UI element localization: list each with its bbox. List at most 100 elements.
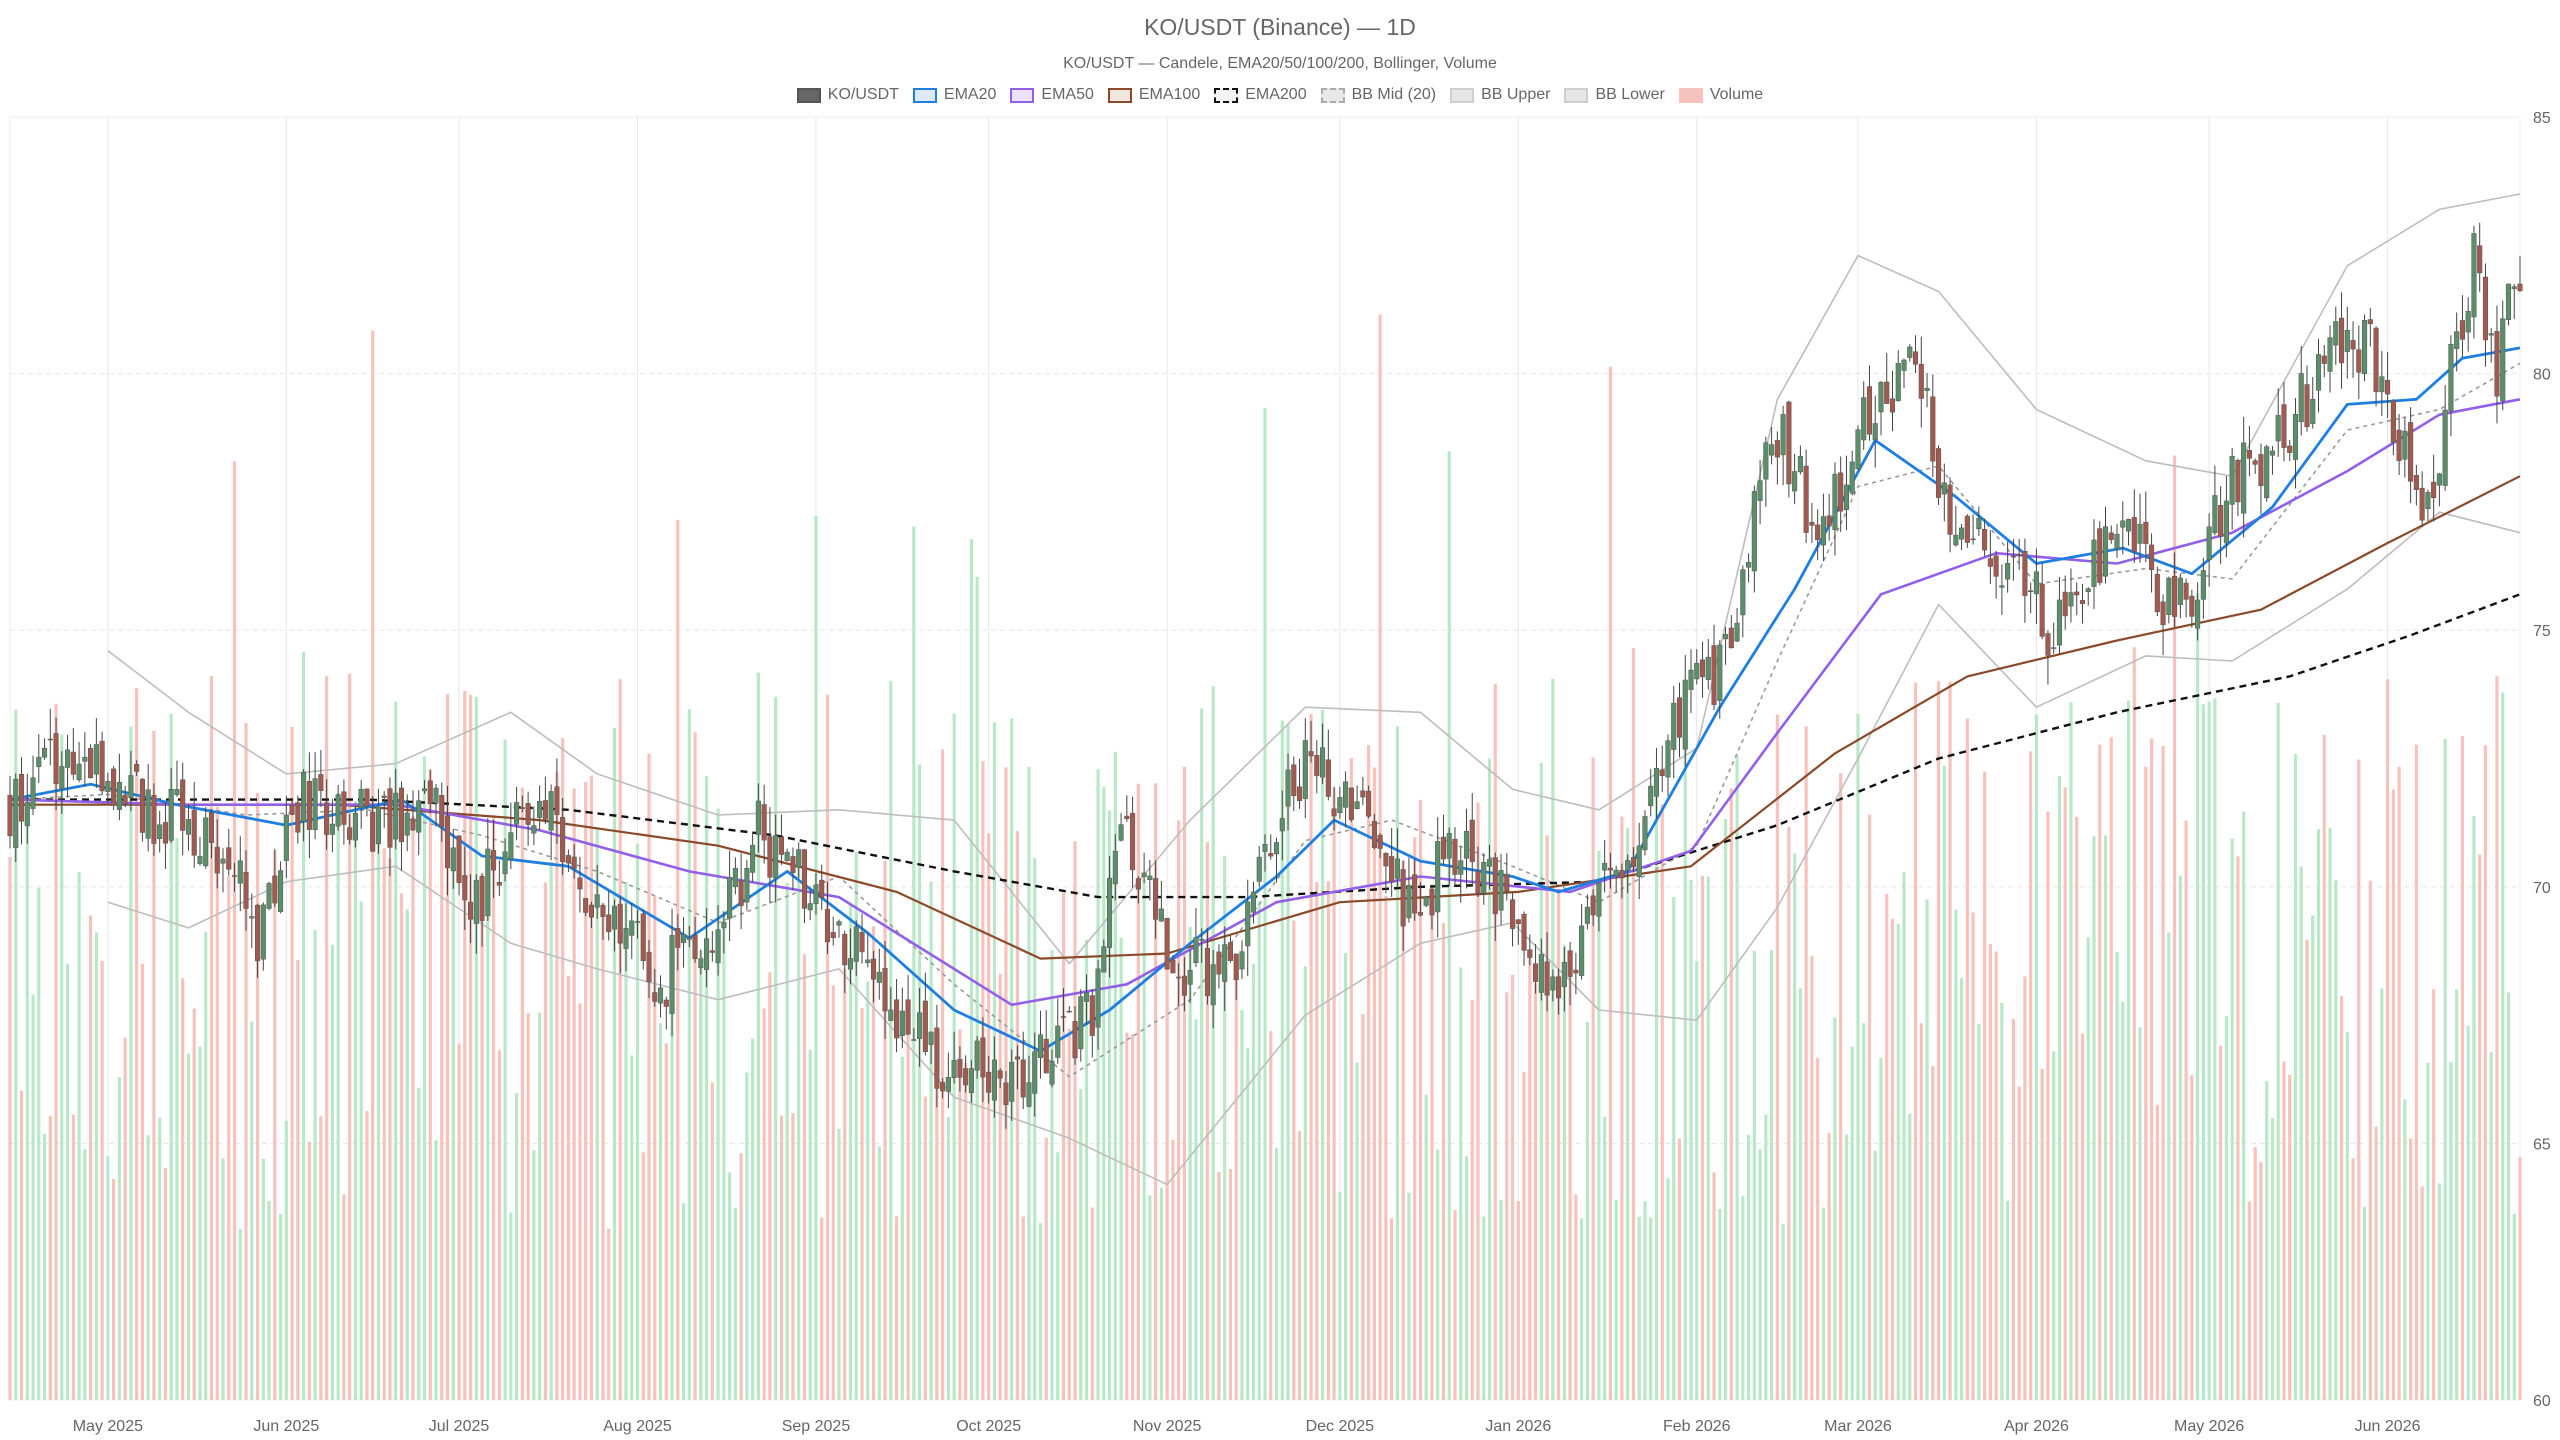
candle[interactable] — [1440, 814, 1447, 866]
candle[interactable] — [2402, 417, 2408, 478]
candle[interactable] — [1130, 796, 1136, 888]
candle[interactable] — [1953, 505, 1959, 547]
candle[interactable] — [1492, 852, 1498, 941]
candle[interactable] — [329, 798, 335, 853]
candle[interactable] — [1435, 817, 1441, 938]
candle[interactable] — [623, 903, 629, 972]
candle[interactable] — [105, 772, 111, 804]
candle[interactable] — [894, 979, 900, 1053]
candle[interactable] — [47, 708, 53, 766]
candle[interactable] — [2085, 587, 2091, 606]
candle[interactable] — [1838, 456, 1844, 532]
candle[interactable] — [1337, 786, 1343, 819]
candle[interactable] — [738, 853, 744, 930]
candle[interactable] — [2494, 305, 2500, 424]
candle[interactable] — [1187, 949, 1193, 1004]
candle[interactable] — [1982, 518, 1988, 557]
candle[interactable] — [525, 791, 531, 846]
candle[interactable] — [2500, 300, 2506, 411]
candle[interactable] — [2102, 506, 2109, 584]
candle[interactable] — [1285, 753, 1291, 831]
candle[interactable] — [341, 779, 347, 845]
candle[interactable] — [1245, 879, 1251, 977]
candle[interactable] — [375, 788, 381, 854]
candle[interactable] — [2304, 365, 2310, 432]
candle[interactable] — [542, 776, 548, 824]
candle[interactable] — [185, 804, 192, 851]
candle[interactable] — [2419, 471, 2425, 527]
candle[interactable] — [1181, 957, 1187, 1012]
candle[interactable] — [727, 850, 733, 941]
candle[interactable] — [1792, 453, 1798, 505]
candle[interactable] — [134, 760, 140, 776]
candle[interactable] — [917, 987, 923, 1067]
candle[interactable] — [93, 718, 99, 788]
candle[interactable] — [1049, 1049, 1055, 1088]
candle[interactable] — [1855, 425, 1861, 470]
candle[interactable] — [485, 818, 491, 921]
candle[interactable] — [600, 903, 606, 940]
candle[interactable] — [312, 752, 318, 840]
candle[interactable] — [1912, 335, 1919, 374]
candle[interactable] — [2062, 575, 2068, 630]
candle[interactable] — [1302, 718, 1308, 819]
candle[interactable] — [254, 903, 261, 978]
candle[interactable] — [1452, 827, 1458, 887]
candle[interactable] — [59, 751, 65, 814]
candle[interactable] — [370, 796, 376, 853]
candle[interactable] — [1170, 955, 1176, 974]
candle[interactable] — [1400, 860, 1406, 951]
candle[interactable] — [652, 968, 658, 1007]
candle[interactable] — [1895, 350, 1901, 402]
candle[interactable] — [1884, 352, 1890, 405]
candle[interactable] — [1774, 431, 1780, 485]
candle[interactable] — [462, 846, 468, 930]
candle[interactable] — [410, 790, 416, 831]
candle[interactable] — [111, 765, 117, 810]
candle[interactable] — [1642, 810, 1648, 856]
candle[interactable] — [876, 948, 882, 1000]
candle[interactable] — [554, 758, 560, 844]
candle[interactable] — [1383, 852, 1389, 894]
candle[interactable] — [1728, 614, 1734, 649]
candle[interactable] — [70, 728, 76, 780]
candle[interactable] — [2235, 458, 2241, 516]
candle[interactable] — [456, 835, 462, 896]
candle[interactable] — [646, 939, 652, 998]
candle[interactable] — [968, 1060, 974, 1103]
candle[interactable] — [1907, 344, 1913, 362]
candle[interactable] — [963, 1055, 969, 1093]
candle[interactable] — [940, 1078, 946, 1099]
candle[interactable] — [819, 864, 825, 910]
candle[interactable] — [611, 899, 618, 952]
candle[interactable] — [657, 975, 664, 1018]
candle[interactable] — [1889, 370, 1896, 432]
candle[interactable] — [36, 734, 42, 784]
candle[interactable] — [997, 1068, 1003, 1089]
candle[interactable] — [203, 807, 209, 869]
candle[interactable] — [1538, 938, 1544, 1001]
candle[interactable] — [1003, 1071, 1009, 1129]
candle[interactable] — [272, 848, 278, 907]
candle[interactable] — [1107, 856, 1113, 978]
candle[interactable] — [1394, 828, 1400, 889]
candle[interactable] — [2131, 489, 2137, 563]
candle[interactable] — [24, 773, 30, 844]
candle[interactable] — [1682, 655, 1688, 767]
candle[interactable] — [157, 810, 163, 853]
candle[interactable] — [18, 757, 25, 845]
candle[interactable] — [1596, 882, 1602, 932]
candle[interactable] — [1199, 928, 1205, 963]
candle[interactable] — [1153, 860, 1159, 939]
candle[interactable] — [1665, 734, 1671, 797]
candle[interactable] — [2172, 552, 2178, 628]
candle[interactable] — [692, 917, 698, 963]
candle[interactable] — [301, 769, 307, 842]
candle[interactable] — [1901, 358, 1907, 388]
candle[interactable] — [2189, 589, 2195, 628]
candle[interactable] — [2051, 622, 2057, 654]
candle[interactable] — [1999, 564, 2005, 615]
candle[interactable] — [2264, 444, 2270, 502]
candle[interactable] — [398, 781, 405, 871]
